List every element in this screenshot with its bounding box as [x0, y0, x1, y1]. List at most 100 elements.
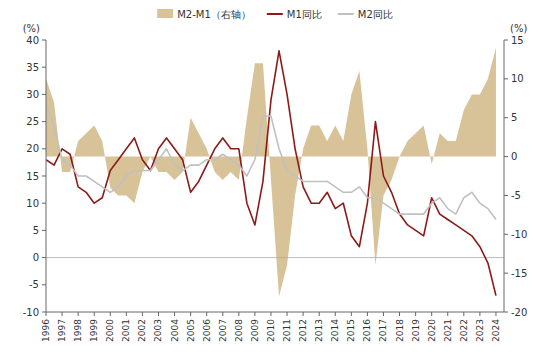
y-tick-label: 25	[26, 116, 39, 127]
y-tick-label: 20	[26, 143, 39, 154]
legend-label: M1同比	[287, 9, 322, 20]
x-tick-label: 1998	[73, 319, 83, 342]
x-tick	[190, 312, 191, 316]
x-tick	[431, 312, 432, 316]
x-tick-label: 2009	[250, 319, 260, 342]
x-tick-label: 2007	[218, 319, 228, 342]
x-tick	[254, 312, 255, 316]
y2-tick-label: 15	[511, 35, 524, 46]
legend-label: M2同比	[358, 9, 393, 20]
x-tick-label: 2008	[234, 319, 244, 342]
area	[46, 48, 496, 297]
x-tick-label: 1999	[89, 319, 99, 342]
x-tick-label: 2017	[378, 319, 388, 342]
x-axis-line	[46, 312, 504, 313]
x-tick	[335, 312, 336, 316]
x-tick-label: 2006	[202, 319, 212, 342]
y2-tick-label: -20	[511, 307, 527, 318]
line	[46, 105, 496, 219]
x-tick-label: 2022	[459, 319, 469, 342]
legend-label: M2-M1（右轴）	[177, 9, 251, 20]
x-tick	[303, 312, 304, 316]
y2-tick-label: -10	[511, 229, 527, 240]
x-tick	[158, 312, 159, 316]
x-tick-label: 2019	[411, 319, 421, 342]
x-tick	[110, 312, 111, 316]
x-tick	[495, 312, 496, 316]
y-tick	[42, 148, 46, 149]
x-tick	[319, 312, 320, 316]
y-tick-label: -10	[23, 307, 39, 318]
y-axis-label: (%)	[23, 23, 40, 34]
legend-swatch	[157, 9, 173, 18]
chart: 1996 1997 1998 1999 20 0 0 2001 2002 2003 2004 2005…	[0, 0, 550, 356]
y-tick-label: 5	[33, 225, 39, 236]
x-tick	[415, 312, 416, 316]
legend-swatch	[338, 13, 354, 15]
x-tick-label: 2012	[298, 319, 308, 342]
x-tick	[94, 312, 95, 316]
y2-tick	[504, 234, 508, 235]
y-tick	[42, 94, 46, 95]
y2-tick-label: 0	[511, 151, 517, 162]
axes: 1996 1997 1998 1999 20 0 0 2001 2002 2003 2004 2005…	[23, 35, 528, 342]
x-tick-label: 2014	[330, 319, 340, 342]
x-tick	[238, 312, 239, 316]
x-tick-label: 2023	[475, 319, 485, 342]
y-tick	[42, 176, 46, 177]
x-tick	[126, 312, 127, 316]
x-tick-label: 2002	[137, 319, 147, 342]
y2-tick	[504, 78, 508, 79]
x-tick-label: 2018	[395, 319, 405, 342]
x-tick-label: 2003	[153, 319, 163, 342]
x-tick-label: 2005	[186, 319, 196, 342]
x-tick	[447, 312, 448, 316]
y2-tick	[504, 40, 508, 41]
y-tick	[42, 312, 46, 313]
x-tick-label: 2004	[170, 319, 180, 342]
x-tick	[46, 312, 47, 316]
x-tick	[222, 312, 223, 316]
zero-line	[46, 257, 504, 258]
y-tick-label: 10	[26, 198, 39, 209]
x-tick-label: 1996	[41, 319, 51, 342]
y-tick-label: 35	[26, 62, 39, 73]
legend: M2-M1（右轴） M1同比 M2同比	[157, 9, 393, 20]
y-tick	[42, 230, 46, 231]
x-tick	[463, 312, 464, 316]
y-tick-label: 0	[33, 252, 39, 263]
x-tick	[174, 312, 175, 316]
y2-tick	[504, 117, 508, 118]
x-tick-label: 2001	[121, 319, 131, 342]
x-tick	[399, 312, 400, 316]
x-tick	[206, 312, 207, 316]
x-tick-label: 2021	[443, 319, 453, 342]
y-tick	[42, 203, 46, 204]
x-tick-label: 2010	[266, 319, 276, 342]
x-tick-label: 2020	[427, 319, 437, 342]
x-tick	[479, 312, 480, 316]
y2-tick-label: -15	[511, 268, 527, 279]
plot-area	[46, 48, 504, 297]
legend-swatch	[267, 13, 283, 15]
x-tick	[270, 312, 271, 316]
y-tick-label: 15	[26, 171, 39, 182]
y2-tick-label: -5	[511, 190, 521, 201]
y2-tick	[504, 195, 508, 196]
y2-tick	[504, 273, 508, 274]
legend-item: M1同比	[267, 9, 322, 20]
y-tick-label: 40	[26, 35, 39, 46]
x-tick-label: 2015	[346, 319, 356, 342]
x-tick	[383, 312, 384, 316]
y2-tick	[504, 156, 508, 157]
y2-axis-line	[504, 40, 505, 312]
x-tick	[367, 312, 368, 316]
x-tick-label: 2013	[314, 319, 324, 342]
x-tick	[351, 312, 352, 316]
y-tick	[42, 284, 46, 285]
legend-item: M2同比	[338, 9, 393, 20]
y2-tick-label: 10	[511, 73, 524, 84]
y-tick	[42, 257, 46, 258]
x-tick-label: 2011	[282, 319, 292, 342]
x-tick-label: 1997	[57, 319, 67, 342]
